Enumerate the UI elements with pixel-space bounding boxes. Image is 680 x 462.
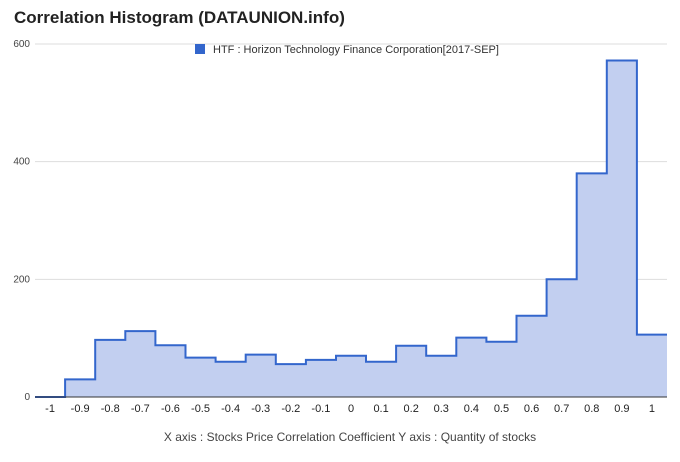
axis-caption: X axis : Stocks Price Correlation Coeffi… (164, 430, 536, 444)
x-tick-label: 0.3 (434, 403, 449, 415)
x-tick-label: -0.7 (131, 403, 150, 415)
x-axis-ticks: -1 -0.9 -0.8 -0.7 -0.6 -0.5 -0.4 -0.3 -0.2 -0.1 0 0… (45, 403, 655, 415)
x-tick-label: -0.2 (281, 403, 300, 415)
histogram-area (35, 60, 667, 397)
x-tick-label: 0.7 (554, 403, 569, 415)
x-tick-label: 0.8 (584, 403, 599, 415)
legend-label: HTF : Horizon Technology Finance Corpora… (213, 44, 499, 56)
x-tick-label: -0.3 (251, 403, 270, 415)
x-tick-label: -0.8 (101, 403, 120, 415)
x-tick-label: 0 (348, 403, 354, 415)
y-tick-label: 200 (13, 274, 30, 285)
x-tick-label: -1 (45, 403, 55, 415)
x-tick-label: 0.5 (494, 403, 509, 415)
x-tick-label: 0.2 (404, 403, 419, 415)
y-tick-label: 600 (13, 39, 30, 50)
grid-lines (35, 43, 667, 280)
x-tick-label: 0.4 (464, 403, 479, 415)
x-tick-label: 0.6 (524, 403, 539, 415)
x-tick-label: -0.6 (161, 403, 180, 415)
legend[interactable]: HTF : Horizon Technology Finance Corpora… (195, 44, 499, 56)
y-axis-ticks: 0 200 400 600 (13, 39, 30, 403)
y-tick-label: 400 (13, 157, 30, 168)
chart-title: Correlation Histogram (DATAUNION.info) (14, 8, 345, 27)
x-tick-label: 1 (649, 403, 655, 415)
y-tick-label: 0 (24, 392, 30, 403)
x-tick-label: 0.9 (614, 403, 629, 415)
x-tick-label: -0.5 (191, 403, 210, 415)
legend-swatch (195, 44, 205, 54)
x-tick-label: -0.1 (311, 403, 330, 415)
x-tick-label: -0.4 (221, 403, 240, 415)
histogram-step-line (35, 59, 667, 398)
x-tick-label: 0.1 (373, 403, 388, 415)
x-tick-label: -0.9 (71, 403, 90, 415)
